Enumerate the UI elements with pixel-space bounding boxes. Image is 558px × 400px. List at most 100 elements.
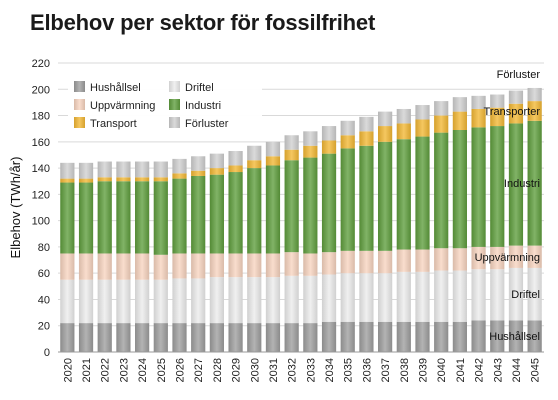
bar-segment [303,253,318,276]
bar-segment [490,246,505,270]
bar-segment [396,249,411,272]
bar-segment [116,181,131,254]
x-tick-label: 2025 [156,358,168,382]
bar-segment [452,321,467,352]
x-tick-label: 2029 [231,358,243,382]
bar-segment [452,270,467,322]
bar-segment [396,123,411,140]
bar-segment [284,252,299,276]
bar-segment [452,97,467,112]
bar-segment [284,323,299,352]
x-tick-label: 2039 [418,358,430,382]
bar-segment [508,103,524,124]
bar-segment [434,270,449,322]
bar-segment [78,253,94,280]
bar-segment [340,148,355,251]
bar-segment [284,135,299,150]
bar-segment [97,181,112,254]
x-tick-label: 2045 [530,358,542,382]
legend-label: Driftel [185,82,214,94]
bar-segment [172,158,187,174]
bar-segment [228,323,243,352]
bar-segment [340,250,355,274]
bar-segment [434,132,449,249]
bar-segment [247,160,262,169]
legend-label: Hushållsel [90,82,141,94]
bar-segment [452,111,467,130]
y-tick-label: 80 [38,242,50,254]
bar-segment [209,323,224,352]
bar-segment [60,162,75,179]
annotation-label: Hushållsel [489,331,540,343]
bar-segment [527,87,542,102]
bar-segment [209,153,224,169]
bar-segment [60,253,75,280]
bar-segment [471,246,486,270]
x-tick-label: 2037 [380,358,392,382]
annotation-label: Uppvärmning [475,252,540,264]
bar-segment [135,253,150,280]
bar-segment [228,277,243,324]
bar-segment [527,267,542,321]
bar-segment [97,253,112,280]
bar-segment [396,271,411,322]
bar-segment [396,108,411,124]
bar-segment [153,279,168,324]
bar-segment [60,323,75,352]
bar-segment [172,253,187,279]
bar-segment [508,123,524,246]
bar-segment [359,131,374,146]
x-tick-label: 2020 [62,358,74,382]
x-tick-label: 2044 [511,358,523,382]
bar-segment [172,323,187,352]
legend-swatch [169,99,180,110]
bar-segment [153,323,168,352]
bar-segment [508,90,524,104]
y-axis-label: Elbehov (TWh/år) [8,157,23,259]
bar-segment [415,249,430,272]
bar-segment [508,245,524,268]
bar-segment [153,177,168,182]
bar-segment [527,320,542,352]
bar-segment [209,253,224,278]
bar-segment [97,177,112,182]
bar-segment [116,323,131,352]
bar-segment [471,127,486,247]
bar-segment [228,151,243,166]
x-tick-label: 2034 [324,358,336,382]
bar-segment [508,320,524,352]
y-tick-label: 40 [38,294,50,306]
bar-segment [359,116,374,132]
legend-box [68,75,262,135]
bar-segment [434,321,449,352]
bar-segment [153,181,168,255]
bar-segment [153,254,168,280]
bar-segment [321,126,337,141]
bar-segment [247,145,262,161]
x-tick-label: 2022 [100,358,112,382]
bar-segment [490,126,505,247]
bar-segment [378,321,393,352]
legend-label: Förluster [185,118,229,130]
bar-segment [471,320,486,352]
legend-label: Industri [185,100,221,112]
bar-segment [321,153,337,253]
bar-segment [209,174,224,254]
bar-segment [116,279,131,324]
bar-segment [340,321,355,352]
bar-segment [340,120,355,136]
bar-segment [284,275,299,324]
bar-segment [284,160,299,253]
bar-segment [434,101,449,116]
x-tick-label: 2030 [249,358,261,382]
bar-segment [303,145,318,158]
legend-swatch [74,99,85,110]
x-tick-label: 2024 [137,358,149,382]
y-tick-label: 180 [32,111,50,123]
x-tick-label: 2026 [175,358,187,382]
bar-segment [321,274,337,322]
y-tick-label: 20 [38,321,50,333]
bar-segment [415,105,430,120]
bar-segment [321,321,337,352]
